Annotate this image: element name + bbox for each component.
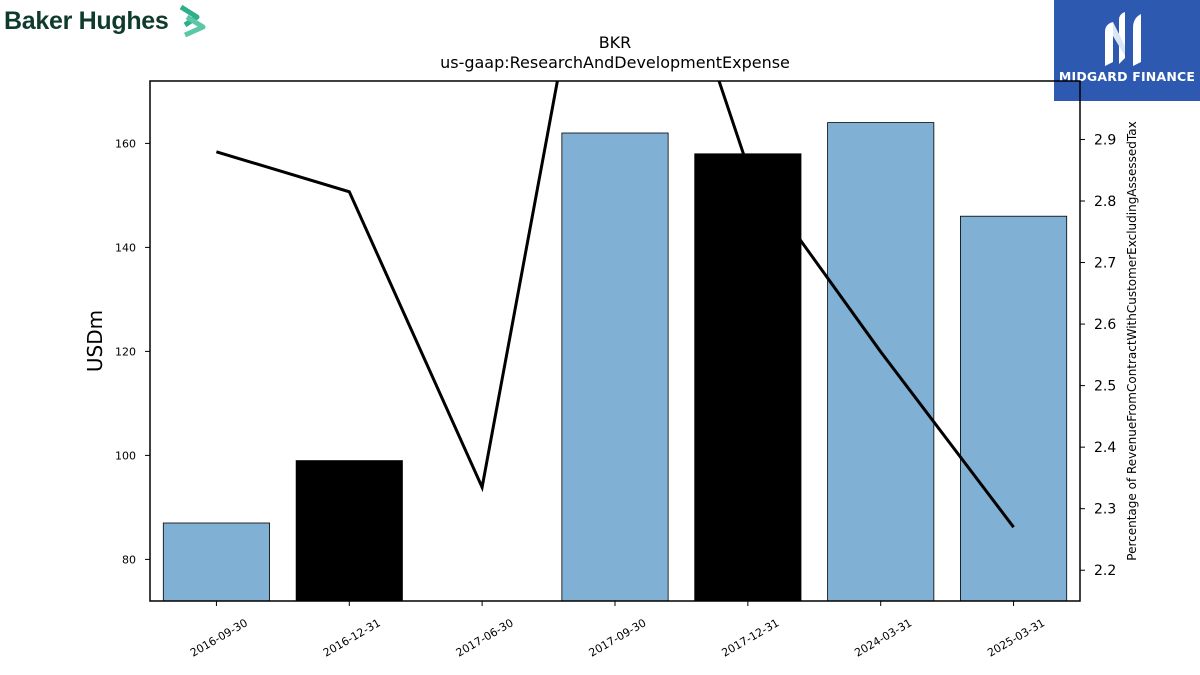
x-axis: 2016-09-30 2016-12-31 2017-06-30 2017-09-30… — [188, 601, 1047, 660]
y2-tick-label: 2.6 — [1094, 317, 1116, 333]
y2-tick-label: 2.8 — [1094, 194, 1116, 210]
y-tick-label: 80 — [122, 553, 136, 566]
baker-hughes-logo: Baker Hughes — [4, 4, 209, 38]
y2-tick-label: 2.4 — [1094, 440, 1116, 456]
left-axis: 80 100 120 140 160 — [115, 137, 150, 566]
midgard-m-icon — [1105, 12, 1141, 66]
x-tick-label: 2016-12-31 — [321, 616, 383, 659]
x-tick-label: 2017-06-30 — [454, 616, 516, 659]
chart-subtitle: us-gaap:ResearchAndDevelopmentExpense — [440, 53, 790, 72]
midgard-finance-logo: MIDGARD FINANCE — [1054, 0, 1200, 101]
y-axis-label: USDm — [83, 310, 107, 372]
x-tick-label: 2016-09-30 — [188, 616, 250, 659]
bar-2017-09-30 — [561, 132, 669, 602]
bar-2025-03-31 — [960, 215, 1068, 602]
y2-tick-label: 2.5 — [1094, 379, 1116, 395]
bar-2017-12-31 — [694, 153, 802, 602]
y2-tick-label: 2.7 — [1094, 256, 1116, 272]
y-tick-label: 120 — [115, 345, 136, 358]
y-tick-label: 160 — [115, 137, 136, 150]
y-tick-label: 140 — [115, 241, 136, 254]
y2-tick-label: 2.3 — [1094, 502, 1116, 518]
right-axis: 2.2 2.3 2.4 2.5 2.6 2.7 2.8 2.9 — [1080, 132, 1116, 579]
y2-axis-label: Percentage of RevenueFromContractWithCus… — [1125, 121, 1139, 560]
x-tick-label: 2025-03-31 — [985, 616, 1047, 659]
percentage-line — [215, 81, 1015, 529]
bar-series — [162, 122, 1068, 602]
bar-2016-09-30 — [162, 522, 270, 602]
baker-hughes-logo-text: Baker Hughes — [4, 6, 169, 35]
bar-2024-03-31 — [827, 122, 935, 602]
y2-tick-label: 2.2 — [1094, 563, 1116, 579]
bar-2016-12-31 — [295, 460, 403, 602]
midgard-finance-logo-text: MIDGARD FINANCE — [1058, 69, 1196, 84]
y-tick-label: 100 — [115, 449, 136, 462]
x-tick-label: 2024-03-31 — [852, 616, 914, 659]
y2-tick-label: 2.9 — [1094, 132, 1116, 148]
baker-hughes-chevron-icon — [179, 4, 206, 38]
x-tick-label: 2017-12-31 — [719, 616, 781, 659]
x-tick-label: 2017-09-30 — [587, 616, 649, 659]
chart-title: BKR — [599, 33, 632, 52]
